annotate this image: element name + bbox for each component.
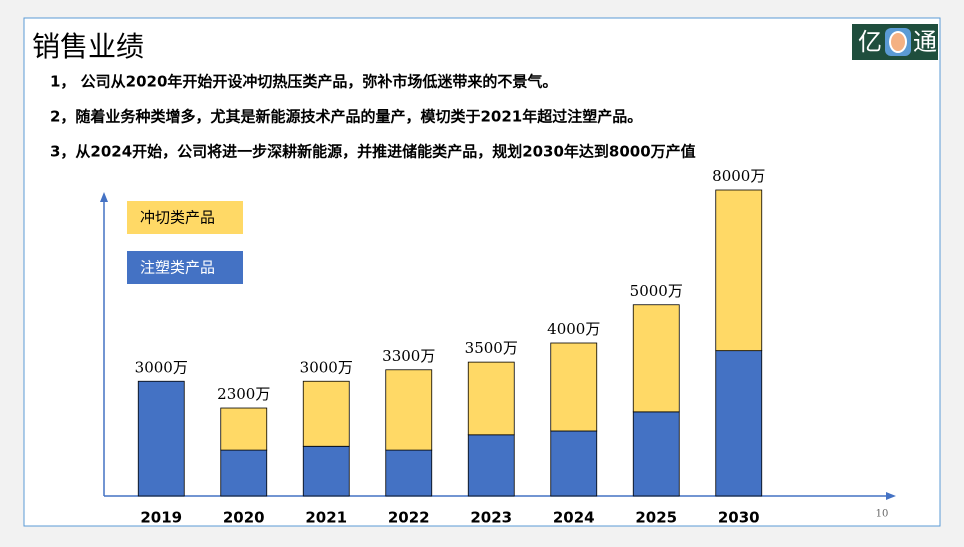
logo-icon-inner — [889, 31, 907, 53]
logo-right: 通 — [913, 28, 937, 56]
bar-segment — [220, 449, 268, 497]
legend-swatch — [127, 201, 243, 234]
total-label: 3300万 — [382, 347, 435, 365]
bar-segment — [302, 445, 350, 497]
point: 3，从2024开始，公司将进一步深耕新能源，并推进储能类产品，规划2030年达到… — [50, 143, 696, 161]
bar-segment — [302, 380, 350, 447]
bar-segment — [385, 449, 433, 497]
bar-segment — [467, 361, 515, 436]
total-label: 3500万 — [465, 339, 518, 357]
bar-segment — [467, 434, 515, 497]
x-tick-label: 2023 — [470, 509, 512, 527]
bar-segment — [632, 304, 680, 413]
total-label: 3000万 — [135, 358, 188, 376]
bar-segment — [632, 411, 680, 497]
total-label: 8000万 — [712, 167, 765, 185]
x-axis-arrow — [886, 492, 896, 500]
x-tick-label: 2019 — [140, 509, 182, 527]
x-tick-label: 2030 — [718, 509, 760, 527]
slide-title: 销售业绩 — [32, 30, 144, 63]
point: 1， 公司从2020年开始开设冲切热压类产品，弥补市场低迷带来的不景气。 — [50, 73, 557, 91]
legend-swatch — [127, 251, 243, 284]
page-number: 10 — [876, 509, 889, 520]
x-tick-label: 2020 — [223, 509, 265, 527]
legend-label: 注塑类产品 — [140, 259, 215, 277]
x-tick-label: 2024 — [553, 509, 595, 527]
x-tick-label: 2021 — [305, 509, 347, 527]
bar-segment — [137, 380, 185, 497]
logo-left: 亿 — [858, 28, 882, 56]
bar-segment — [715, 350, 763, 497]
total-label: 3000万 — [300, 358, 353, 376]
total-label: 4000万 — [547, 320, 600, 338]
x-tick-label: 2022 — [388, 509, 430, 527]
y-axis-arrow — [100, 192, 108, 202]
bar-segment — [715, 189, 763, 352]
total-label: 2300万 — [217, 385, 270, 403]
total-label: 5000万 — [630, 282, 683, 300]
x-tick-label: 2025 — [635, 509, 677, 527]
bar-segment — [220, 407, 268, 451]
bar-segment — [550, 430, 598, 497]
bar-segment — [550, 342, 598, 432]
bar-segment — [385, 369, 433, 451]
legend-label: 冲切类产品 — [140, 209, 215, 227]
point: 2，随着业务种类增多，尤其是新能源技术产品的量产，模切类于2021年超过注塑产品… — [50, 108, 642, 126]
